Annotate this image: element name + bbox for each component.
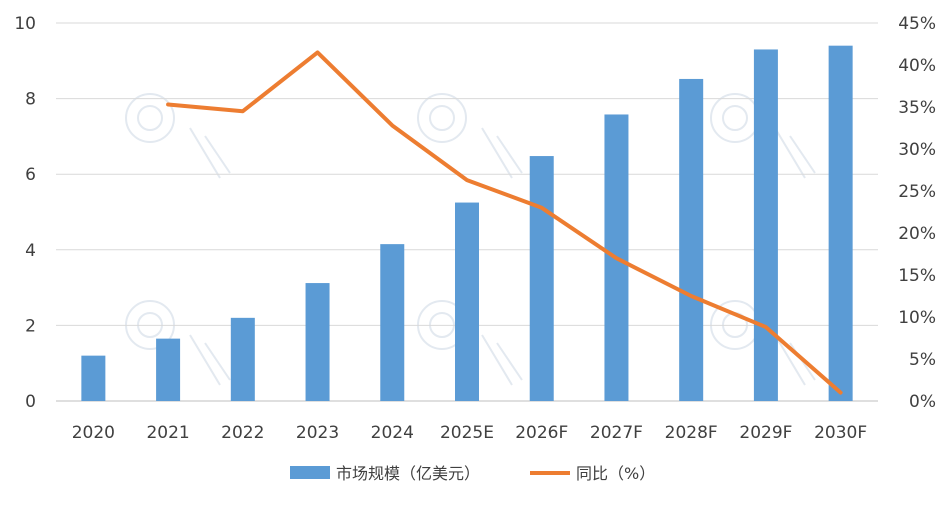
x-tick-label: 2029F xyxy=(739,423,792,443)
x-tick-label: 2024 xyxy=(371,423,414,443)
watermark-layer xyxy=(125,93,816,386)
y-right-tick-label: 5% xyxy=(909,350,936,370)
bar xyxy=(230,317,255,401)
line-series xyxy=(166,50,843,395)
y-right-tick-label: 35% xyxy=(898,98,936,118)
y-right-tick-label: 15% xyxy=(898,266,936,286)
x-tick-label: 2023 xyxy=(296,423,339,443)
bar xyxy=(455,202,479,401)
y-left-tick-label: 4 xyxy=(25,241,36,261)
growth-line xyxy=(166,50,843,395)
y-left-tick-label: 6 xyxy=(25,165,36,185)
bar xyxy=(828,45,853,402)
y-right-tick-label: 30% xyxy=(898,140,936,160)
bar xyxy=(81,355,106,401)
legend-swatch-bar xyxy=(290,466,330,479)
bar xyxy=(679,78,704,401)
left-axis-ticks: 0 2 4 6 8 10 xyxy=(14,14,36,412)
x-tick-label: 2020 xyxy=(72,423,115,443)
y-left-tick-label: 8 xyxy=(25,90,36,110)
x-tick-label: 2028F xyxy=(665,423,718,443)
bar xyxy=(305,283,330,401)
x-tick-label: 2026F xyxy=(515,423,568,443)
x-axis-ticks: 2020 2021 2022 2023 2024 2025E 2026F 2027F 2028F… xyxy=(72,423,867,443)
x-tick-label: 2021 xyxy=(146,423,189,443)
bar xyxy=(156,338,181,401)
legend-label-bar: 市场规模（亿美元） xyxy=(336,464,480,483)
y-right-tick-label: 10% xyxy=(898,308,936,328)
y-right-tick-label: 20% xyxy=(898,224,936,244)
y-left-tick-label: 2 xyxy=(25,316,36,336)
y-right-tick-label: 25% xyxy=(898,182,936,202)
right-axis-ticks: 0% 5% 10% 15% 20% 25% 30% 35% 40% 45% xyxy=(898,14,936,412)
x-tick-label: 2030F xyxy=(814,423,867,443)
y-right-tick-label: 40% xyxy=(898,56,936,76)
y-right-tick-label: 45% xyxy=(898,14,936,34)
watermark-logo xyxy=(125,93,231,179)
bar xyxy=(753,49,778,402)
bar-series xyxy=(81,45,853,402)
y-left-tick-label: 10 xyxy=(14,14,36,34)
legend: 市场规模（亿美元） 同比（%） xyxy=(290,464,655,483)
watermark-logo xyxy=(417,93,523,179)
x-tick-label: 2025E xyxy=(440,423,494,443)
x-tick-label: 2022 xyxy=(221,423,264,443)
bar xyxy=(380,244,405,401)
y-left-tick-label: 0 xyxy=(25,392,36,412)
x-tick-label: 2027F xyxy=(590,423,643,443)
legend-label-line: 同比（%） xyxy=(576,464,655,483)
y-right-tick-label: 0% xyxy=(909,392,936,412)
bar xyxy=(529,156,554,401)
